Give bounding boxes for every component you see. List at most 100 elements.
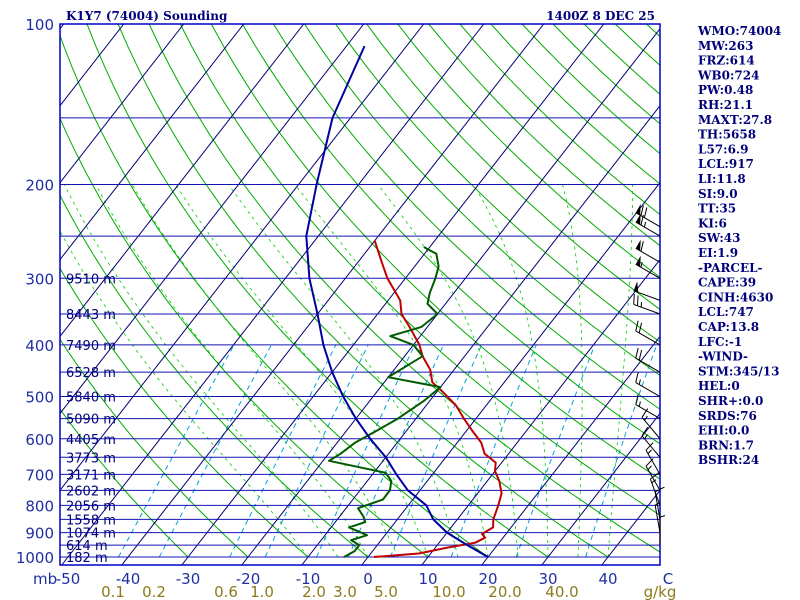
dewpoint-trace [328, 246, 442, 558]
mixing-ratio-tick-label: 20.0 [488, 583, 521, 600]
sounding-index: LFC:-1 [698, 335, 742, 349]
wind-barb [635, 203, 661, 228]
wind-barb [633, 281, 661, 301]
mixing-ratio-tick-label: 10.0 [432, 583, 465, 600]
height-label: 182 m [66, 551, 108, 566]
parcel-trace [305, 45, 489, 558]
sounding-index: HEL:0 [698, 379, 740, 393]
temperature-tick-label: -20 [236, 570, 261, 588]
pressure-tick-label: 600 [25, 431, 54, 449]
grid-lines [60, 24, 660, 565]
height-label: 5840 m [66, 391, 116, 406]
mixing-ratio-tick-label: 1.0 [250, 583, 274, 600]
sounding-index: L57:6.9 [698, 142, 748, 156]
sounding-index: SRDS:76 [698, 409, 757, 423]
sounding-index: PW:0.48 [698, 83, 753, 97]
pressure-tick-label: 900 [25, 525, 54, 543]
height-label: 614 m [66, 539, 108, 554]
temperature-tick-label: 40 [598, 570, 617, 588]
time-label: 1400Z 8 DEC 25 [546, 9, 655, 23]
temperature-tick-label: 0 [363, 570, 373, 588]
wind-barb [635, 255, 661, 279]
pressure-tick-label: 1000 [16, 549, 54, 567]
moist-adiabat [131, 184, 399, 558]
pressure-tick-label: 300 [25, 270, 54, 288]
sounding-index: KI:6 [698, 216, 727, 230]
sounding-index: BSHR:24 [698, 453, 759, 467]
sounding-index: CAPE:39 [698, 276, 756, 290]
sounding-index: LCL:917 [698, 157, 754, 171]
wind-barb [635, 347, 661, 373]
pressure-tick-label: 800 [25, 497, 54, 515]
mixing-ratio-tick-label: g/kg [644, 583, 677, 600]
sounding-index: TT:35 [698, 202, 736, 216]
sounding-index: TH:5658 [698, 128, 756, 142]
wind-barb [635, 239, 661, 263]
height-label: 2056 m [66, 499, 116, 514]
sounding-index: LCL:747 [698, 305, 754, 319]
pressure-tick-label: 400 [25, 337, 54, 355]
height-label: 1074 m [66, 527, 116, 542]
pressure-tick-label: 100 [25, 16, 54, 34]
pressure-unit-label: mb [33, 570, 57, 588]
height-label: 3773 m [66, 451, 116, 466]
height-labels: 9510 m 8443 m 7490 m 6528 m 5840 m 5090 m 4405… [66, 272, 116, 566]
mixing-ratio-tick-label: 0.1 [101, 583, 125, 600]
mixing-ratio-tick-label: 0.2 [142, 583, 166, 600]
isotherm [60, 24, 245, 261]
sounding-index: LI:11.8 [698, 172, 746, 186]
wind-barb [635, 394, 661, 420]
mixing-ratio-tick-label: 40.0 [545, 583, 578, 600]
sounding-index: SHR+:0.0 [698, 394, 763, 408]
pressure-tick-label: 500 [25, 389, 54, 407]
height-label: 3171 m [66, 468, 116, 483]
temperature-tick-label: 10 [418, 570, 437, 588]
temperature-tick-label: -10 [296, 570, 321, 588]
sounding-index: CAP:13.8 [698, 320, 759, 334]
temperature-tick-label: -30 [176, 570, 201, 588]
wind-barb [641, 408, 661, 440]
sounding-index: MW:263 [698, 39, 753, 53]
sounding-index: EI:1.9 [698, 246, 738, 260]
moist-adiabat [95, 184, 369, 558]
wind-barb [659, 515, 666, 546]
sounding-index: RH:21.1 [698, 98, 753, 112]
moist-adiabat [562, 184, 583, 557]
height-label: 7490 m [66, 339, 116, 354]
temperature-tick-label: -40 [116, 570, 141, 588]
temperature-tick-label: 20 [478, 570, 497, 588]
sounding-index: STM:345/13 [698, 364, 779, 378]
wind-barb [645, 458, 661, 491]
moist-adiabat [175, 184, 429, 558]
wind-barb [654, 486, 665, 520]
height-label: 5090 m [66, 413, 116, 428]
wind-barb [635, 213, 661, 237]
wind-barb [635, 372, 661, 397]
sounding-index: MAXT:27.8 [698, 113, 772, 127]
temperature-tick-label: -50 [56, 570, 81, 588]
temperature-tick-label: 30 [538, 570, 557, 588]
wind-barb [633, 293, 661, 315]
sounding-index: WB0:724 [697, 68, 759, 82]
sounding-index: -WIND- [698, 350, 748, 364]
pressure-tick-label: 700 [25, 466, 54, 484]
wind-barbs [633, 203, 666, 546]
isotherm [60, 24, 365, 415]
sounding-traces [305, 45, 503, 558]
height-label: 4405 m [66, 433, 116, 448]
pressure-tick-labels: 100 200 300 400 500 600 700 800 900 1000 [16, 16, 54, 567]
mixing-ratio-tick-label: 2.0 [302, 583, 326, 600]
sounding-indices-list: WMO:74004MW:263FRZ:614WB0:724PW:0.48RH:2… [697, 24, 781, 467]
height-label: 1558 m [66, 513, 116, 528]
wind-barb [635, 320, 661, 346]
pressure-tick-label: 200 [25, 176, 54, 194]
mixing-ratio-tick-label: 0.6 [214, 583, 238, 600]
sounding-index: CINH:4630 [698, 290, 773, 304]
plot-frame [59, 23, 661, 566]
wind-barb [641, 426, 661, 458]
mixing-ratio-tick-label: 5.0 [374, 583, 398, 600]
mixing-ratio-tick-label: 3.0 [333, 583, 357, 600]
height-label: 9510 m [66, 272, 116, 287]
isotherm [60, 24, 185, 184]
